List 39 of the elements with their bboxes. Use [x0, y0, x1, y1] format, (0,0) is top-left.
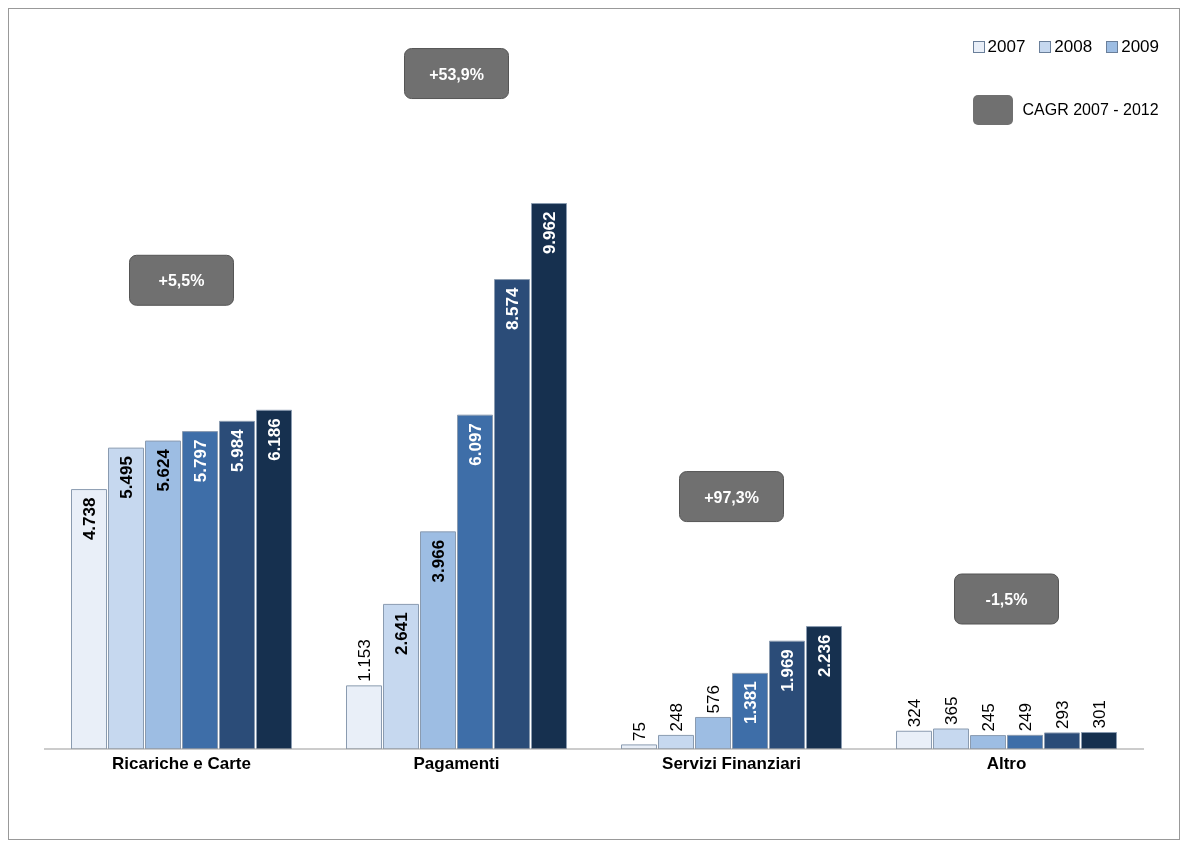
- rounded-label-box: +5,5%: [129, 254, 234, 306]
- data-label: 6.097: [466, 423, 485, 466]
- data-label: 2.236: [815, 634, 834, 678]
- data-label: 1.969: [778, 649, 797, 692]
- x-tick-label: Servizi Finanziari: [662, 754, 801, 774]
- x-tick-label: Altro: [986, 754, 1027, 774]
- annotation: +5,5%: [158, 272, 205, 290]
- data-label: 248: [667, 703, 686, 732]
- legend-label: 2008: [1053, 37, 1093, 57]
- data-label: 8.574: [503, 287, 522, 331]
- data-label: 4.738: [80, 497, 99, 541]
- data-label: 5.797: [191, 439, 210, 483]
- x-tick-label: Pagamenti: [413, 754, 500, 774]
- data-label: 5.495: [117, 456, 136, 499]
- legend-label: 2007: [986, 37, 1026, 57]
- data-label: 293: [1053, 700, 1072, 729]
- data-label: 365: [942, 696, 961, 726]
- data-label: 3.966: [429, 539, 448, 583]
- data-label: 576: [704, 685, 723, 714]
- data-label: 1.381: [741, 681, 760, 724]
- rounded-label-box: +97,3%: [679, 471, 784, 523]
- annotation: -1,5%: [985, 591, 1028, 609]
- data-label: 6.186: [265, 418, 284, 461]
- rounded-label-box: +53,9%: [404, 48, 509, 100]
- data-label: 1.153: [355, 639, 374, 682]
- data-label: 301: [1090, 700, 1109, 729]
- data-label: 9.962: [540, 211, 559, 255]
- annotation: +97,3%: [704, 488, 759, 506]
- data-label: 5.984: [228, 428, 247, 472]
- rounded-label-box: -1,5%: [954, 573, 1059, 625]
- data-label: 324: [905, 698, 924, 728]
- data-label: 5.624: [154, 448, 173, 492]
- legend-label: 2009: [1120, 37, 1159, 57]
- data-label: 75: [630, 721, 649, 741]
- data-label: 245: [979, 703, 998, 732]
- data-label: 249: [1016, 702, 1035, 732]
- data-label: 2.641: [392, 612, 411, 655]
- text: CAGR 2007 - 2012: [1022, 101, 1159, 119]
- x-tick-label: Ricariche e Carte: [112, 754, 251, 774]
